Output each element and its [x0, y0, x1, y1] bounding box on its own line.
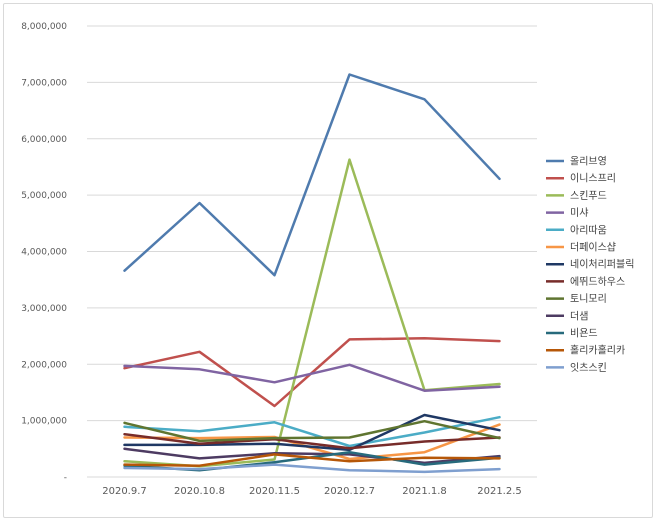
- gridlines: [87, 25, 537, 478]
- y-axis-ticks: - 1,000,000 2,000,000 3,000,000 4,000,000 5,0…: [21, 22, 67, 483]
- legend-label: 올리브영: [570, 156, 607, 168]
- legend-label: 토니모리: [570, 293, 607, 305]
- y-tick-label: 6,000,000: [21, 135, 67, 145]
- y-tick-label: -: [64, 473, 67, 483]
- y-tick-label: 3,000,000: [21, 304, 67, 314]
- x-tick-label: 2020.11.5: [249, 486, 300, 497]
- y-tick-label: 2,000,000: [21, 360, 67, 370]
- chart-frame: [3, 3, 653, 518]
- legend-label: 네이처리퍼블릭: [570, 259, 634, 271]
- legend-label: 비욘드: [570, 328, 598, 340]
- series-line-1: [123, 337, 501, 408]
- series-line-3: [123, 363, 501, 392]
- x-tick-label: 2020.12.7: [324, 486, 375, 497]
- y-tick-label: 8,000,000: [21, 22, 67, 32]
- series-line-8: [123, 419, 501, 443]
- y-tick-label: 4,000,000: [21, 248, 67, 258]
- legend-label: 더페이스샵: [570, 242, 616, 254]
- legend-label: 스킨푸드: [570, 190, 607, 202]
- x-tick-label: 2021.1.8: [402, 486, 447, 497]
- series-line-9: [123, 447, 501, 465]
- x-tick-label: 2020.9.7: [102, 486, 147, 497]
- series-line-12: [123, 463, 501, 474]
- y-tick-label: 7,000,000: [21, 78, 67, 88]
- series-lines: [123, 73, 501, 474]
- legend-label: 더샘: [570, 310, 588, 322]
- y-tick-label: 1,000,000: [21, 417, 67, 427]
- series-line-7: [123, 432, 501, 450]
- x-axis-ticks: 2020.9.7 2020.10.8 2020.11.5 2020.12.7 2021.…: [102, 486, 522, 497]
- series-line-4: [123, 415, 501, 448]
- legend-label: 잇츠스킨: [570, 362, 607, 374]
- series-line-6: [123, 413, 501, 452]
- legend-label: 에뛰드하우스: [570, 275, 625, 288]
- y-tick-label: 5,000,000: [21, 191, 67, 201]
- legend-label: 아리따움: [570, 224, 607, 236]
- x-tick-label: 2020.10.8: [174, 486, 225, 497]
- series-line-0: [123, 73, 501, 277]
- legend-label: 홀리카홀리카: [570, 344, 625, 357]
- legend: 올리브영이니스프리스킨푸드미샤아리따움더페이스샵네이처리퍼블릭에뛰드하우스토니모…: [546, 156, 634, 374]
- legend-label: 이니스프리: [570, 173, 616, 185]
- series-line-11: [123, 453, 501, 467]
- x-tick-label: 2021.2.5: [477, 486, 522, 497]
- legend-label: 미샤: [570, 207, 588, 219]
